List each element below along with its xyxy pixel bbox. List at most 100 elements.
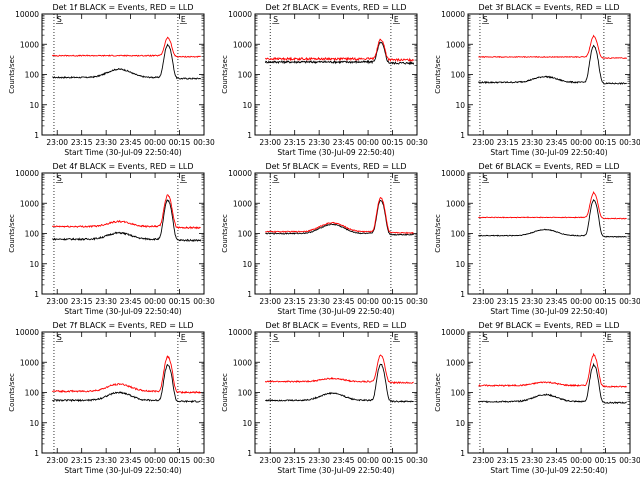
- x-tick-label: 23:45: [120, 297, 142, 306]
- x-tick-label: 00:15: [382, 297, 404, 306]
- x-axis-label: Start Time (30-Jul-09 22:50:40): [490, 307, 607, 316]
- lld-series-line: [478, 190, 627, 220]
- y-tick-label: 1000: [233, 358, 252, 367]
- x-axis-label: Start Time (30-Jul-09 22:50:40): [64, 148, 181, 157]
- x-tick-label: 23:45: [546, 138, 568, 147]
- time-marker-label: S: [57, 15, 62, 24]
- y-tick-label: 10: [455, 260, 465, 269]
- panel-title: Det 8f BLACK = Events, RED = LLD: [265, 321, 406, 330]
- y-tick-label: 1: [34, 449, 39, 458]
- time-marker-label: S: [273, 174, 278, 183]
- panel-title: Det 2f BLACK = Events, RED = LLD: [265, 3, 406, 12]
- time-marker-label: E: [607, 174, 612, 183]
- panel-title: Det 5f BLACK = Events, RED = LLD: [265, 162, 406, 171]
- detector-panel: Det 7f BLACK = Events, RED = LLD 1 10 100 10…: [8, 321, 215, 475]
- y-tick-label: 1000: [446, 199, 465, 208]
- x-tick-label: 23:00: [259, 297, 281, 306]
- y-tick-label: 1000: [233, 199, 252, 208]
- x-tick-label: 23:00: [259, 138, 281, 147]
- y-axis-label: Counts/sec: [434, 373, 442, 412]
- x-tick-label: 00:15: [169, 456, 191, 465]
- panel-title: Det 1f BLACK = Events, RED = LLD: [52, 3, 193, 12]
- x-axis-label: Start Time (30-Jul-09 22:50:40): [490, 148, 607, 157]
- y-tick-label: 1000: [20, 358, 39, 367]
- x-tick-label: 23:15: [497, 297, 519, 306]
- time-marker-label: S: [273, 15, 278, 24]
- x-tick-label: 00:15: [382, 456, 404, 465]
- x-tick-label: 23:45: [546, 297, 568, 306]
- x-axis-label: Start Time (30-Jul-09 22:50:40): [64, 307, 181, 316]
- detector-panel: Det 5f BLACK = Events, RED = LLD 1 10 100 10…: [221, 162, 428, 316]
- lld-series-line: [51, 36, 201, 58]
- x-axis-label: Start Time (30-Jul-09 22:50:40): [277, 148, 394, 157]
- x-tick-label: 23:30: [308, 138, 330, 147]
- y-tick-label: 1: [247, 290, 252, 299]
- y-axis-label: Counts/sec: [8, 55, 16, 94]
- y-tick-label: 100: [25, 230, 40, 239]
- x-tick-label: 00:30: [619, 456, 640, 465]
- x-tick-label: 23:30: [95, 456, 117, 465]
- events-series-line: [477, 362, 627, 405]
- y-tick-label: 1: [247, 131, 252, 140]
- x-axis-label: Start Time (30-Jul-09 22:50:40): [490, 466, 607, 475]
- panel-title: Det 7f BLACK = Events, RED = LLD: [52, 321, 193, 330]
- x-axis-label: Start Time (30-Jul-09 22:50:40): [277, 466, 394, 475]
- y-tick-label: 10000: [228, 10, 252, 19]
- x-tick-label: 00:30: [619, 138, 640, 147]
- time-marker-label: S: [483, 333, 488, 342]
- y-tick-label: 1: [460, 449, 465, 458]
- y-tick-label: 10000: [441, 328, 465, 337]
- y-tick-label: 100: [238, 71, 253, 80]
- y-axis-label: Counts/sec: [221, 55, 229, 94]
- events-series-line: [52, 43, 202, 80]
- y-tick-label: 1000: [20, 199, 39, 208]
- y-tick-label: 10000: [15, 169, 39, 178]
- time-marker-label: S: [57, 174, 62, 183]
- y-axis-label: Counts/sec: [221, 373, 229, 412]
- plot-frame: [41, 13, 205, 136]
- y-tick-label: 1: [460, 290, 465, 299]
- detector-panel: Det 9f BLACK = Events, RED = LLD 1 10 100 10…: [434, 321, 640, 475]
- time-marker-label: E: [181, 15, 186, 24]
- y-tick-label: 10: [29, 101, 39, 110]
- y-tick-label: 10000: [15, 328, 39, 337]
- x-tick-label: 23:00: [472, 456, 494, 465]
- x-tick-label: 00:00: [357, 297, 379, 306]
- x-tick-label: 00:30: [193, 297, 215, 306]
- x-tick-label: 23:00: [46, 138, 68, 147]
- y-axis-label: Counts/sec: [434, 55, 442, 94]
- time-marker-label: E: [181, 174, 186, 183]
- x-tick-label: 23:00: [472, 297, 494, 306]
- x-tick-label: 23:15: [71, 456, 93, 465]
- x-tick-label: 00:30: [193, 138, 215, 147]
- y-tick-label: 100: [451, 389, 466, 398]
- x-tick-label: 23:30: [308, 456, 330, 465]
- plot-frame: [467, 13, 631, 136]
- time-marker-label: S: [273, 333, 278, 342]
- events-series-line: [478, 44, 627, 85]
- y-tick-label: 100: [238, 389, 253, 398]
- lld-series-line: [51, 194, 201, 230]
- y-tick-label: 1000: [446, 358, 465, 367]
- x-tick-label: 00:00: [570, 138, 592, 147]
- y-tick-label: 10: [455, 419, 465, 428]
- x-tick-label: 00:15: [595, 297, 617, 306]
- plot-frame: [254, 13, 418, 136]
- x-axis-label: Start Time (30-Jul-09 22:50:40): [277, 307, 394, 316]
- plot-frame: [467, 172, 631, 295]
- y-tick-label: 10: [29, 260, 39, 269]
- x-tick-label: 23:15: [71, 297, 93, 306]
- y-tick-label: 10000: [15, 10, 39, 19]
- x-tick-label: 00:00: [144, 138, 166, 147]
- lld-series-line: [264, 38, 415, 63]
- time-marker-label: E: [181, 333, 186, 342]
- x-tick-label: 00:15: [169, 138, 191, 147]
- x-tick-label: 00:30: [406, 297, 428, 306]
- x-tick-label: 23:15: [284, 456, 306, 465]
- lld-series-line: [52, 355, 201, 395]
- time-marker-label: E: [394, 15, 399, 24]
- time-marker-label: S: [483, 174, 488, 183]
- y-tick-label: 1000: [446, 40, 465, 49]
- y-axis-label: Counts/sec: [8, 214, 16, 253]
